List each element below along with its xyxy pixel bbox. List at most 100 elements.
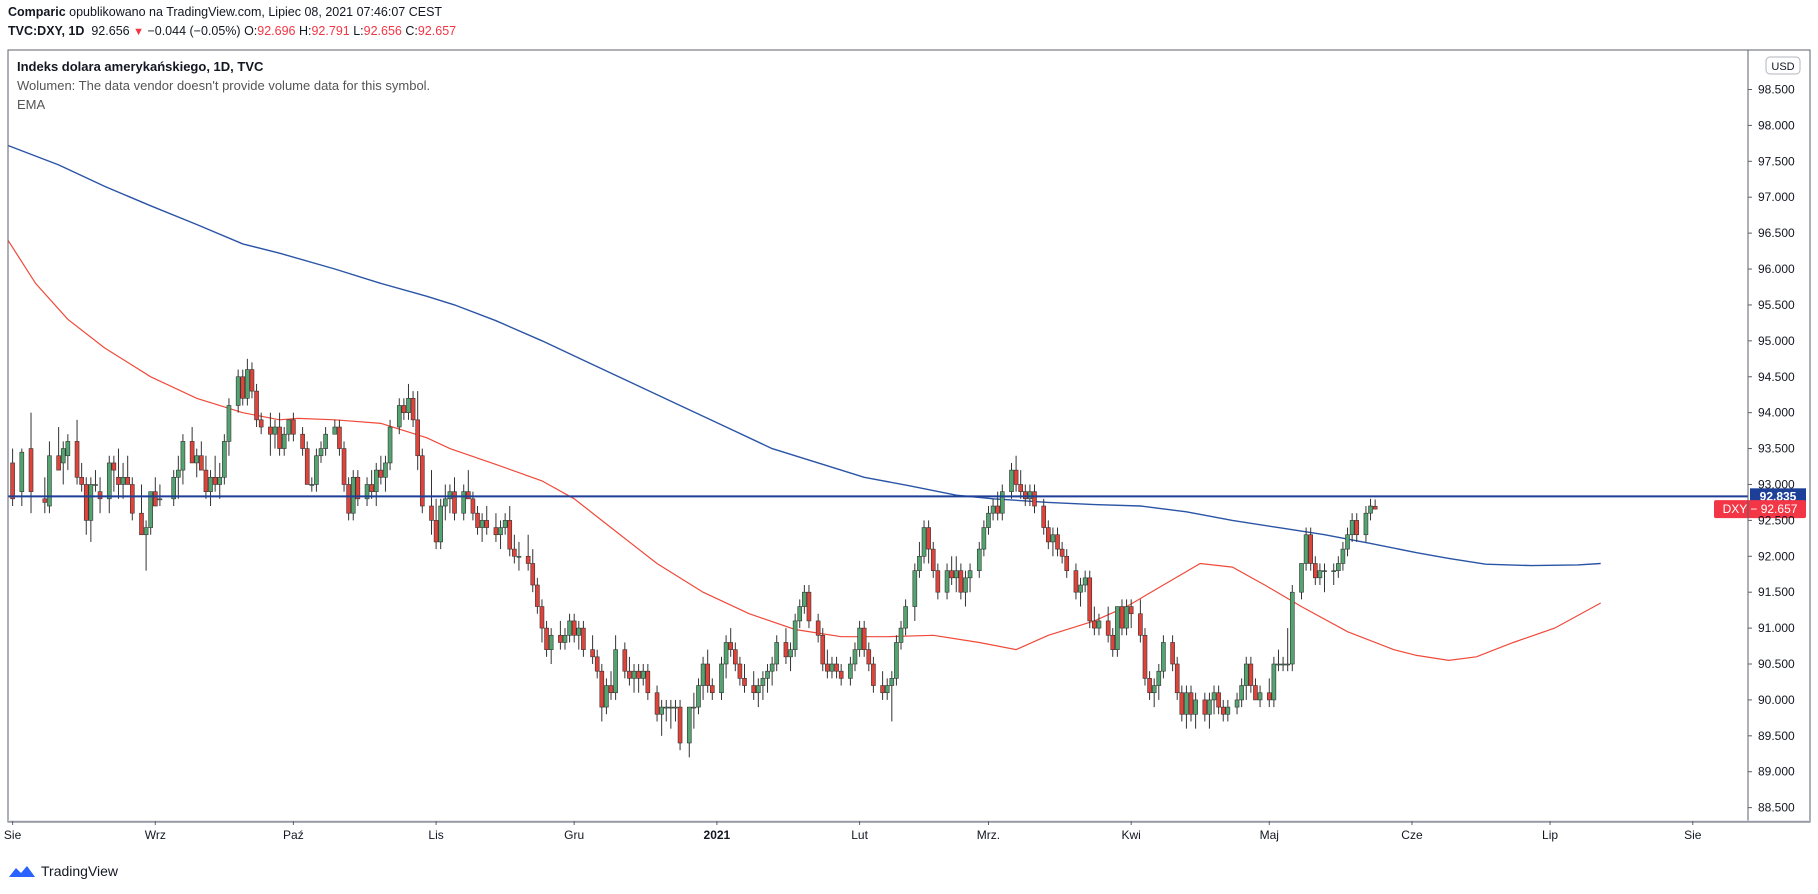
candle[interactable] [576, 620, 582, 650]
candle[interactable] [74, 419, 80, 485]
candle[interactable] [627, 656, 632, 686]
candle[interactable] [1225, 699, 1231, 722]
candle[interactable] [364, 477, 370, 507]
candle[interactable] [751, 671, 757, 700]
candle[interactable] [1161, 635, 1166, 679]
candle[interactable] [1317, 563, 1323, 586]
candle[interactable] [1308, 527, 1313, 571]
candle[interactable] [341, 441, 347, 492]
candle[interactable] [1124, 599, 1129, 636]
candle[interactable] [314, 448, 319, 492]
candle[interactable] [249, 362, 255, 399]
candle[interactable] [433, 498, 439, 550]
candle[interactable] [1313, 556, 1318, 586]
candle[interactable] [217, 462, 223, 499]
candle[interactable] [548, 628, 554, 665]
candle[interactable] [788, 642, 793, 672]
candle[interactable] [673, 699, 678, 722]
candle[interactable] [79, 462, 84, 492]
candle[interactable] [88, 477, 94, 542]
candle[interactable] [129, 477, 135, 521]
candle[interactable] [1073, 563, 1079, 600]
candle[interactable] [415, 391, 420, 471]
candle[interactable] [1299, 563, 1304, 600]
candle[interactable] [461, 484, 467, 521]
candle[interactable] [1055, 527, 1060, 557]
candle[interactable] [944, 563, 950, 600]
candle[interactable] [917, 541, 922, 578]
candle[interactable] [571, 613, 577, 643]
candle[interactable] [857, 620, 862, 657]
candle[interactable] [1151, 678, 1157, 708]
candle[interactable] [774, 635, 780, 672]
candle[interactable] [111, 455, 117, 492]
candle[interactable] [990, 498, 996, 521]
candle[interactable] [604, 678, 609, 715]
candle[interactable] [245, 358, 250, 406]
candle[interactable] [967, 563, 973, 593]
candle[interactable] [834, 656, 839, 679]
candle[interactable] [765, 664, 770, 693]
volume-legend[interactable]: Wolumen: The data vendor doesn't provide… [17, 78, 431, 93]
candle[interactable] [479, 513, 485, 542]
candle[interactable] [999, 484, 1005, 521]
candle[interactable] [663, 699, 669, 722]
candle[interactable] [1041, 498, 1047, 535]
candle[interactable] [1156, 664, 1162, 700]
candle[interactable] [558, 620, 563, 650]
candle[interactable] [419, 448, 425, 514]
candle[interactable] [659, 699, 664, 736]
candle[interactable] [153, 477, 158, 507]
candle[interactable] [1064, 549, 1070, 578]
candle[interactable] [921, 520, 927, 564]
candle[interactable] [1345, 527, 1350, 557]
candle[interactable] [852, 642, 858, 672]
candle[interactable] [613, 635, 618, 700]
candle[interactable] [953, 556, 959, 593]
candle[interactable] [525, 534, 531, 571]
candle[interactable] [254, 383, 259, 428]
candle[interactable] [56, 427, 61, 471]
candle[interactable] [516, 541, 522, 571]
candle[interactable] [10, 448, 15, 507]
candle[interactable] [1092, 606, 1097, 636]
candle[interactable] [1188, 685, 1194, 722]
candle[interactable] [1289, 585, 1295, 672]
candle[interactable] [493, 513, 499, 542]
candle[interactable] [106, 455, 112, 514]
candle[interactable] [756, 678, 761, 708]
candle[interactable] [719, 656, 724, 700]
candle[interactable] [1253, 678, 1258, 701]
candle[interactable] [567, 613, 572, 643]
candle[interactable] [544, 620, 549, 657]
candle[interactable] [373, 462, 379, 507]
candle[interactable] [986, 506, 991, 535]
candle[interactable] [705, 649, 710, 693]
candle[interactable] [28, 412, 34, 514]
candle[interactable] [291, 412, 296, 442]
ema-slow-line[interactable] [7, 144, 1601, 567]
candle[interactable] [866, 642, 872, 672]
candle[interactable] [622, 642, 628, 679]
candle[interactable] [797, 599, 803, 629]
tradingview-logo[interactable]: TradingView [8, 863, 118, 879]
candle[interactable] [1193, 692, 1198, 729]
candle[interactable] [640, 664, 646, 686]
candle[interactable] [1234, 692, 1240, 715]
candle[interactable] [355, 470, 361, 507]
candle[interactable] [143, 520, 149, 571]
candle[interactable] [894, 635, 899, 686]
candle[interactable] [958, 563, 964, 600]
currency-badge[interactable]: USD [1765, 56, 1801, 75]
candle[interactable] [935, 563, 941, 600]
candle[interactable] [1349, 513, 1355, 542]
candle[interactable] [903, 599, 908, 636]
candle[interactable] [19, 448, 25, 507]
candle[interactable] [452, 477, 457, 521]
candle[interactable] [737, 656, 743, 686]
candle[interactable] [530, 549, 536, 593]
candle[interactable] [502, 513, 508, 535]
candle[interactable] [686, 706, 692, 758]
candle[interactable] [802, 585, 807, 614]
candle[interactable] [286, 419, 292, 442]
